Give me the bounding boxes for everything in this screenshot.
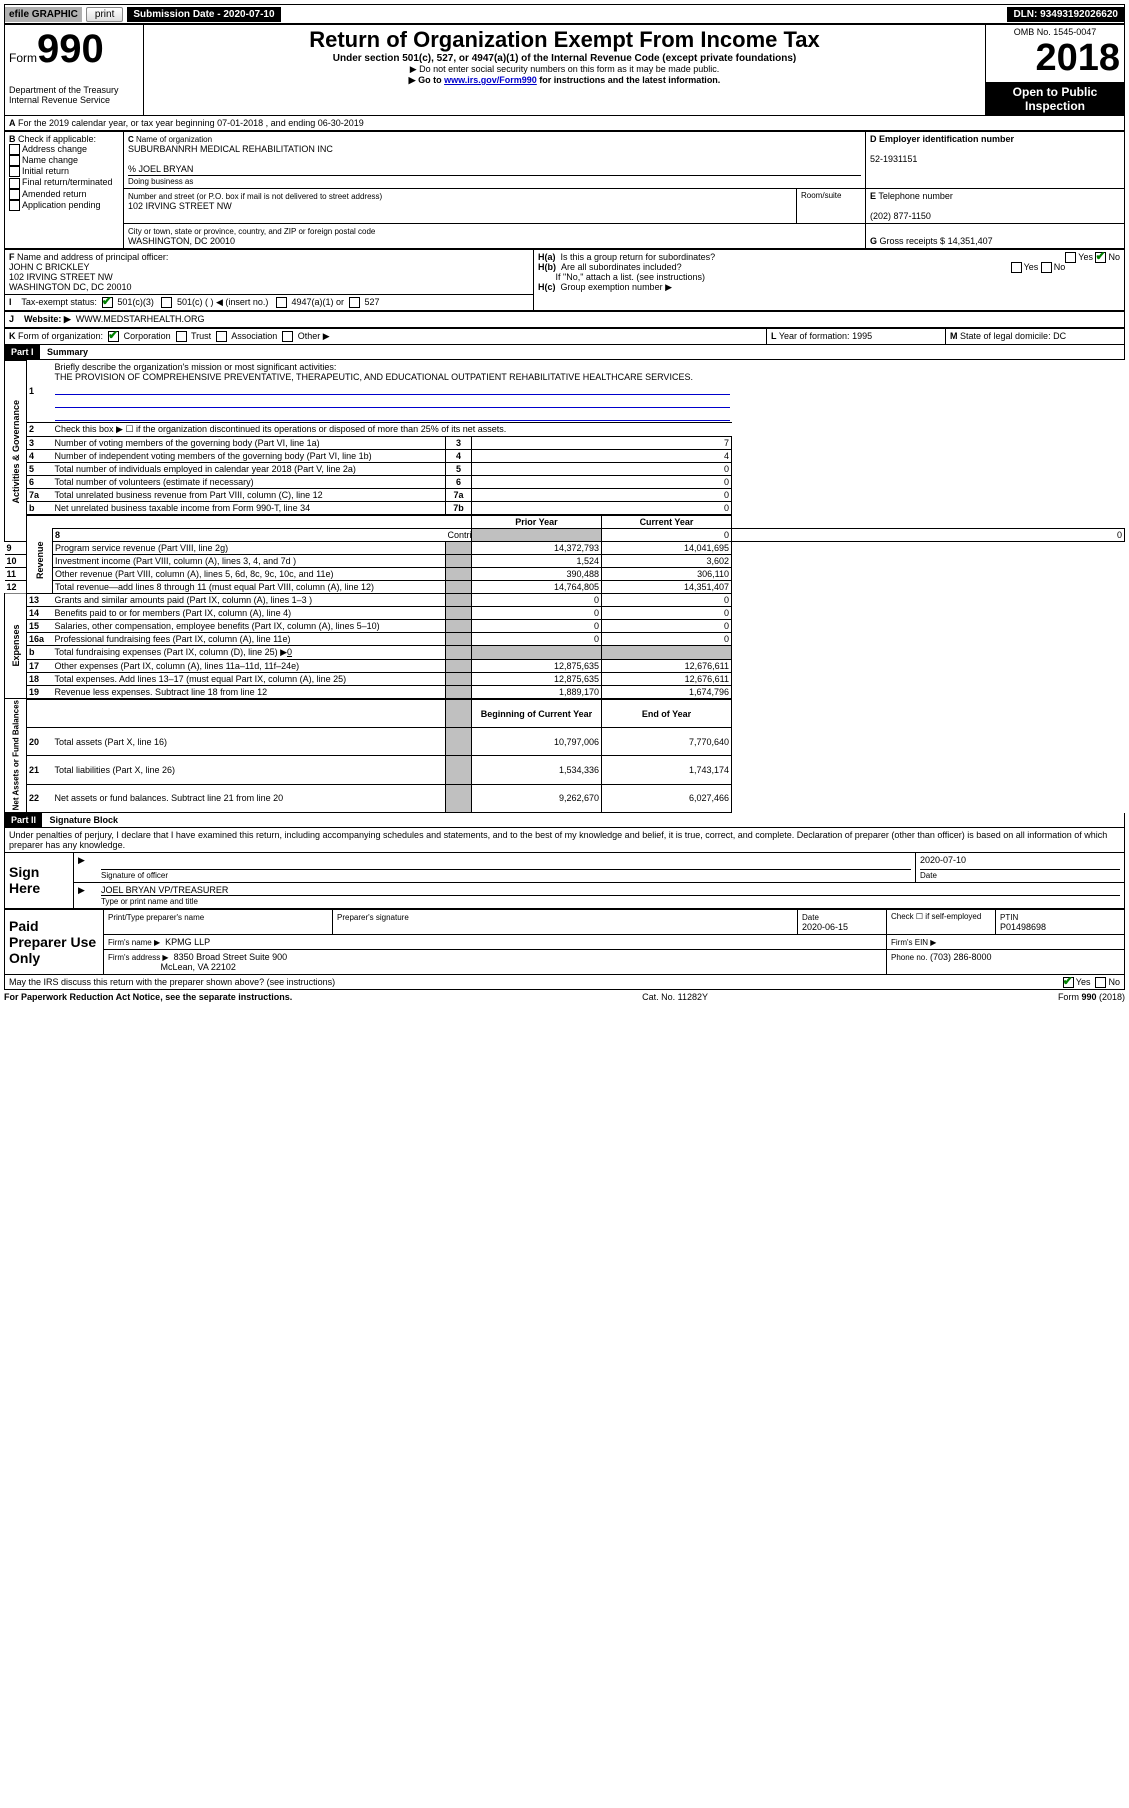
part1-label: Part I — [5, 345, 40, 359]
sig-officer-label: Signature of officer — [101, 871, 168, 880]
part1-header-row: Part I Summary — [4, 345, 1125, 360]
k-trust[interactable] — [176, 331, 187, 342]
val-4: 4 — [471, 449, 731, 462]
top-bar: efile GRAPHIC print Submission Date - 20… — [4, 4, 1125, 24]
dept-label: Department of the TreasuryInternal Reven… — [5, 83, 144, 116]
box-c-addr: Number and street (or P.O. box if mail i… — [124, 189, 797, 224]
i-527[interactable] — [349, 297, 360, 308]
form-header: Form990 Return of Organization Exempt Fr… — [4, 24, 1125, 116]
paid-preparer-label: Paid Preparer Use Only — [5, 909, 104, 974]
side-governance: Activities & Governance — [5, 361, 27, 542]
fhij-block: F Name and address of principal officer:… — [4, 249, 1125, 311]
box-m: M State of legal domicile: DC — [946, 329, 1125, 345]
form-title: Return of Organization Exempt From Incom… — [148, 27, 981, 53]
footer: For Paperwork Reduction Act Notice, see … — [4, 990, 1125, 1004]
klm-block: K Form of organization: Corporation Trus… — [4, 328, 1125, 345]
side-expenses: Expenses — [5, 593, 27, 699]
print-button[interactable]: print — [86, 7, 123, 22]
sig-name: JOEL BRYAN VP/TREASURER — [101, 885, 1120, 896]
val-3: 7 — [471, 436, 731, 449]
mission-text: THE PROVISION OF COMPREHENSIVE PREVENTAT… — [55, 372, 693, 382]
irs-link[interactable]: www.irs.gov/Form990 — [444, 75, 537, 85]
val-6: 0 — [471, 475, 731, 488]
box-g: G Gross receipts $ 14,351,407 — [866, 224, 1125, 249]
check-final-return[interactable] — [9, 178, 20, 189]
val-5: 0 — [471, 462, 731, 475]
check-initial-return[interactable] — [9, 166, 20, 177]
check-name-change[interactable] — [9, 155, 20, 166]
box-k: K Form of organization: Corporation Trus… — [5, 329, 767, 345]
k-other[interactable] — [282, 331, 293, 342]
prior-year-header: Prior Year — [515, 517, 557, 527]
part2-label: Part II — [5, 813, 42, 827]
discuss-yes[interactable] — [1063, 977, 1074, 988]
form-number: 990 — [37, 27, 104, 71]
dln-label: DLN: 93493192026620 — [1007, 7, 1124, 22]
i-501c[interactable] — [161, 297, 172, 308]
box-l: L Year of formation: 1995 — [767, 329, 946, 345]
sign-here-block: Sign Here ▶ Signature of officer 2020-07… — [4, 852, 1125, 909]
sign-here-label: Sign Here — [5, 852, 74, 908]
line-a: A For the 2019 calendar year, or tax yea… — [4, 116, 1125, 131]
box-e: E Telephone number (202) 877-1150 — [866, 189, 1125, 224]
boy-header: Beginning of Current Year — [481, 709, 592, 719]
efile-label: efile GRAPHIC — [5, 7, 82, 22]
box-c-city: City or town, state or province, country… — [124, 224, 866, 249]
val-7a: 0 — [471, 488, 731, 501]
declaration: Under penalties of perjury, I declare th… — [4, 828, 1125, 852]
line-2: Check this box ▶ ☐ if the organization d… — [53, 422, 732, 436]
form-subtitle-1: Under section 501(c), 527, or 4947(a)(1)… — [148, 53, 981, 64]
room-suite-label: Room/suite — [797, 189, 866, 224]
ptin-value: P01498698 — [1000, 922, 1046, 932]
tax-year: 2018 — [990, 37, 1120, 80]
check-address-change[interactable] — [9, 144, 20, 155]
ha-no[interactable] — [1095, 252, 1106, 263]
hb-no[interactable] — [1041, 262, 1052, 273]
paid-preparer-block: Paid Preparer Use Only Print/Type prepar… — [4, 909, 1125, 975]
open-public-label: Open to Public Inspection — [986, 83, 1125, 116]
check-application-pending[interactable] — [9, 200, 20, 211]
box-d: D Employer identification number 52-1931… — [866, 132, 1125, 189]
jklm-block: J Website: ▶ WWW.MEDSTARHEALTH.ORG — [4, 311, 1125, 328]
entity-block: B Check if applicable: Address change Na… — [4, 131, 1125, 249]
firm-name: KPMG LLP — [165, 937, 210, 947]
form-subtitle-3: ▶ Go to www.irs.gov/Form990 for instruct… — [148, 75, 981, 86]
current-year-header: Current Year — [640, 517, 694, 527]
box-i: I Tax-exempt status: 501(c)(3) 501(c) ( … — [5, 295, 534, 311]
part2-header-row: Part II Signature Block — [4, 813, 1125, 828]
side-net-assets: Net Assets or Fund Balances — [5, 699, 27, 812]
side-revenue: Revenue — [27, 528, 53, 593]
footer-right: Form 990 (2018) — [1058, 992, 1125, 1002]
submission-date: Submission Date - 2020-07-10 — [127, 7, 280, 22]
i-4947[interactable] — [276, 297, 287, 308]
self-employed-check[interactable]: Check ☐ if self-employed — [887, 909, 996, 934]
eoy-header: End of Year — [642, 709, 691, 719]
sig-date: 2020-07-10 — [920, 855, 1120, 870]
discuss-row: May the IRS discuss this return with the… — [4, 975, 1125, 990]
footer-center: Cat. No. 11282Y — [642, 992, 708, 1002]
hb-yes[interactable] — [1011, 262, 1022, 273]
k-corp[interactable] — [108, 331, 119, 342]
box-b: B Check if applicable: Address change Na… — [5, 132, 124, 249]
box-f: F Name and address of principal officer:… — [5, 250, 534, 295]
omb-number: OMB No. 1545-0047 — [990, 27, 1120, 37]
firm-phone: (703) 286-8000 — [930, 952, 992, 962]
k-assoc[interactable] — [216, 331, 227, 342]
form-label: Form — [9, 51, 37, 65]
box-c-name: C Name of organization SUBURBANNRH MEDIC… — [124, 132, 866, 189]
form-subtitle-2: ▶ Do not enter social security numbers o… — [148, 64, 981, 75]
ha-yes[interactable] — [1065, 252, 1076, 263]
discuss-no[interactable] — [1095, 977, 1106, 988]
box-j: J Website: ▶ WWW.MEDSTARHEALTH.ORG — [5, 312, 1125, 328]
i-501c3[interactable] — [102, 297, 113, 308]
val-7b: 0 — [471, 501, 731, 515]
check-amended[interactable] — [9, 189, 20, 200]
summary-table: Activities & Governance 1 Briefly descri… — [4, 360, 1125, 812]
footer-left: For Paperwork Reduction Act Notice, see … — [4, 992, 292, 1002]
box-h: H(a) Is this a group return for subordin… — [534, 250, 1125, 311]
